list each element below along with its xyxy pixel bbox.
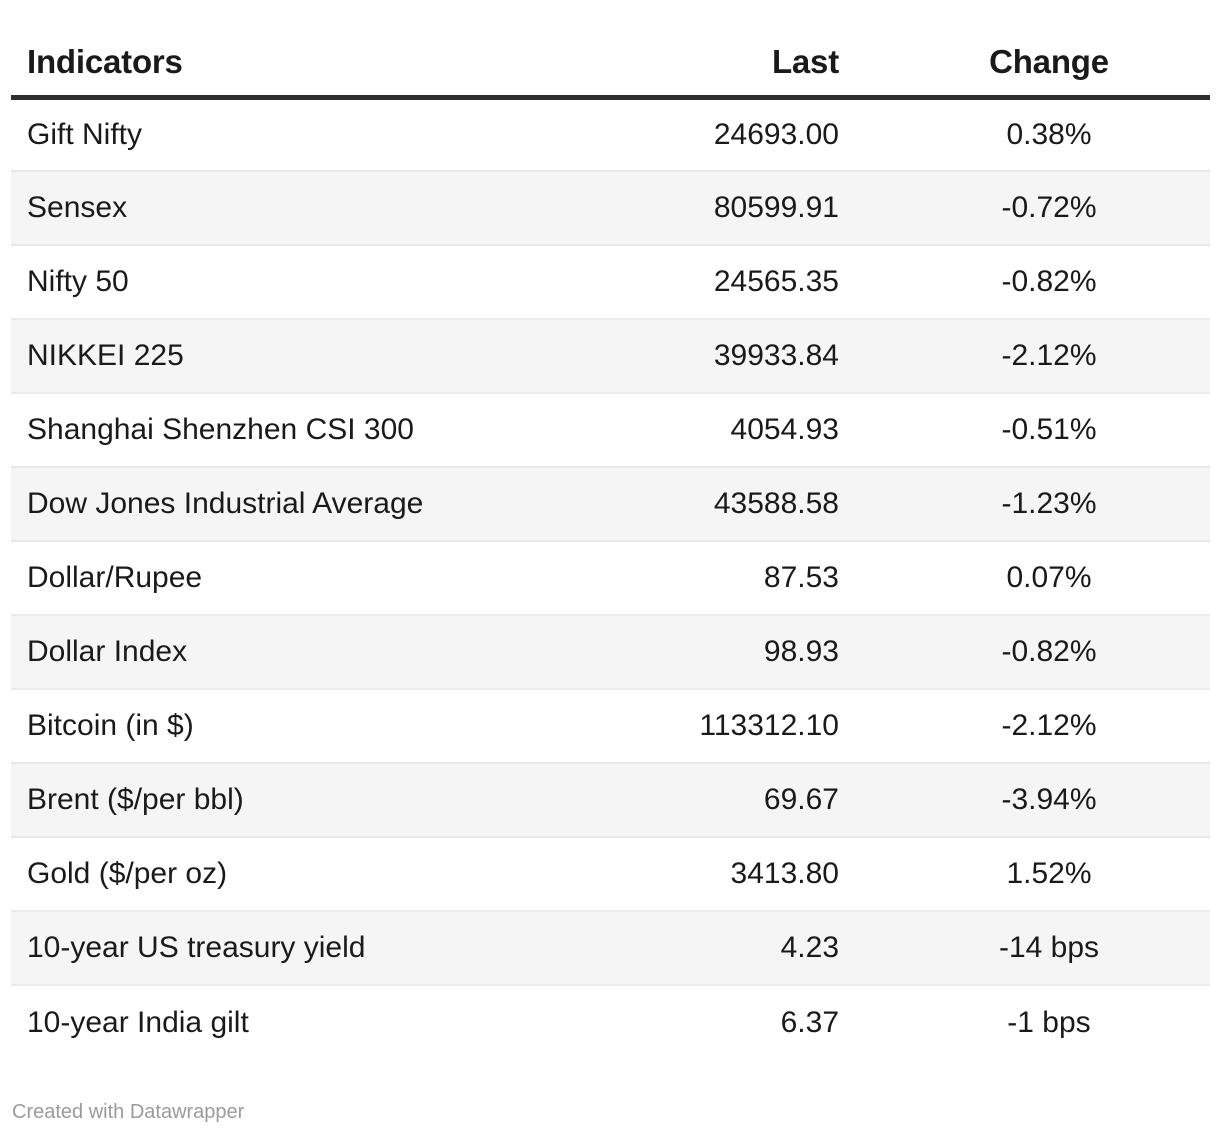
table-body: Gift Nifty 24693.00 0.38% Sensex 80599.91 -0.… <box>11 97 1210 1059</box>
cell-last: 98.93 <box>639 614 888 689</box>
table-row: Brent ($/per bbl) 69.67 -3.94% <box>11 762 1210 837</box>
cell-indicator: Dollar Index <box>11 614 639 689</box>
table-row: Shanghai Shenzhen CSI 300 4054.93 -0.51% <box>11 392 1210 467</box>
cell-change: -0.82% <box>888 614 1210 689</box>
indicators-table: Indicators Last Change Gift Nifty 24693.0… <box>11 0 1210 1059</box>
column-header-last: Last <box>639 0 888 100</box>
cell-change: -0.72% <box>888 170 1210 245</box>
cell-last: 6.37 <box>639 984 888 1059</box>
header-row: Indicators Last Change <box>11 0 1210 100</box>
cell-change: 0.07% <box>888 540 1210 615</box>
cell-last: 4054.93 <box>639 392 888 467</box>
table-row: Gift Nifty 24693.00 0.38% <box>11 97 1210 171</box>
table-row: Bitcoin (in $) 113312.10 -2.12% <box>11 688 1210 763</box>
cell-change: 0.38% <box>1006 117 1092 151</box>
cell-last: 69.67 <box>639 762 888 837</box>
cell-indicator: Sensex <box>11 170 639 245</box>
table-row: Sensex 80599.91 -0.72% <box>11 170 1210 245</box>
cell-indicator: Nifty 50 <box>11 244 639 319</box>
cell-change: -1.23% <box>888 466 1210 541</box>
cell-change: -2.12% <box>888 688 1210 763</box>
cell-indicator: Brent ($/per bbl) <box>11 762 639 837</box>
cell-change: -3.94% <box>888 762 1210 837</box>
table-row: Dollar Index 98.93 -0.82% <box>11 614 1210 689</box>
cell-change: -0.82% <box>888 244 1210 319</box>
cell-indicator: Gold ($/per oz) <box>11 836 639 911</box>
cell-last: 24565.35 <box>639 244 888 319</box>
cell-last: 39933.84 <box>639 318 888 393</box>
table-row: Dow Jones Industrial Average 43588.58 -1.2… <box>11 466 1210 541</box>
datawrapper-credit[interactable]: Created with Datawrapper <box>12 1101 245 1123</box>
table-row: NIKKEI 225 39933.84 -2.12% <box>11 318 1210 393</box>
cell-last: 43588.58 <box>639 466 888 541</box>
cell-last: 87.53 <box>639 540 888 615</box>
table-container: Indicators Last Change Gift Nifty 24693.0… <box>11 0 1210 1059</box>
cell-indicator: Dollar/Rupee <box>11 540 639 615</box>
column-header-change: Change <box>888 0 1210 100</box>
cell-change: -1 bps <box>888 984 1210 1059</box>
column-header-indicators: Indicators <box>11 0 639 100</box>
table-row: Gold ($/per oz) 3413.80 1.52% <box>11 836 1210 911</box>
table-row: 10-year India gilt 6.37 -1 bps <box>11 984 1210 1059</box>
cell-last: 113312.10 <box>639 688 888 763</box>
table-header: Indicators Last Change <box>11 0 1210 100</box>
cell-change: -14 bps <box>888 910 1210 985</box>
table-row: Nifty 50 24565.35 -0.82% <box>11 244 1210 319</box>
cell-last: 24693.00 <box>713 117 839 151</box>
cell-indicator: Dow Jones Industrial Average <box>11 466 639 541</box>
cell-change: -0.51% <box>888 392 1210 467</box>
table-row: 10-year US treasury yield 4.23 -14 bps <box>11 910 1210 985</box>
cell-indicator: Gift Nifty <box>27 117 143 151</box>
table-row: Dollar/Rupee 87.53 0.07% <box>11 540 1210 615</box>
cell-indicator: NIKKEI 225 <box>11 318 639 393</box>
cell-indicator: 10-year India gilt <box>11 984 639 1059</box>
cell-indicator: Bitcoin (in $) <box>11 688 639 763</box>
cell-change: 1.52% <box>888 836 1210 911</box>
cell-change: -2.12% <box>888 318 1210 393</box>
cell-last: 80599.91 <box>639 170 888 245</box>
cell-last: 3413.80 <box>639 836 888 911</box>
cell-last: 4.23 <box>639 910 888 985</box>
cell-indicator: 10-year US treasury yield <box>11 910 639 985</box>
cell-indicator: Shanghai Shenzhen CSI 300 <box>11 392 639 467</box>
